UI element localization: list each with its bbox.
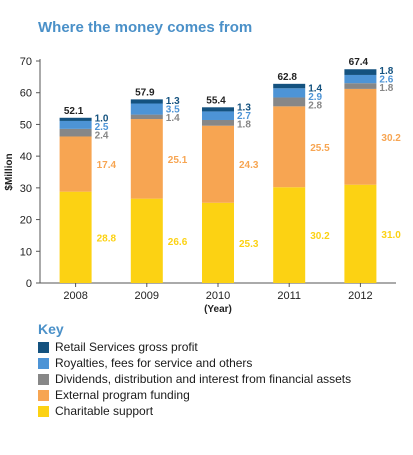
data-label: 2.7 bbox=[237, 111, 251, 122]
data-label: 26.6 bbox=[168, 237, 188, 248]
data-label: 1.0 bbox=[95, 113, 109, 124]
legend-label: Dividends, distribution and interest fro… bbox=[55, 372, 352, 386]
bar-segment bbox=[59, 117, 92, 121]
bar-segment bbox=[344, 69, 377, 75]
legend-entry: Charitable support bbox=[38, 403, 351, 419]
legend-title: Key bbox=[38, 321, 64, 337]
data-label: 2.5 bbox=[95, 122, 109, 133]
bar-segment bbox=[130, 103, 163, 115]
data-label: 24.3 bbox=[239, 160, 259, 171]
legend-entry: External program funding bbox=[38, 387, 351, 403]
y-tick-label: 70 bbox=[20, 56, 32, 68]
legend-label: Charitable support bbox=[55, 404, 154, 418]
total-label: 52.1 bbox=[64, 106, 84, 117]
legend-swatch bbox=[38, 357, 49, 369]
data-label: 25.1 bbox=[168, 155, 188, 166]
bar-segment bbox=[344, 83, 377, 89]
bar-segment bbox=[344, 184, 377, 283]
bar-segment bbox=[59, 191, 92, 283]
data-label: 30.2 bbox=[381, 133, 401, 144]
bar-segment bbox=[130, 99, 163, 104]
legend: Key Retail Services gross profit Royaltie… bbox=[38, 321, 351, 419]
data-label: 1.8 bbox=[379, 83, 393, 94]
legend-swatch bbox=[38, 341, 49, 353]
data-label: 2.9 bbox=[308, 92, 322, 103]
legend-entry: Retail Services gross profit bbox=[38, 339, 351, 355]
legend-swatch bbox=[38, 389, 49, 401]
x-tick-label: 2012 bbox=[348, 290, 372, 302]
data-label: 17.4 bbox=[97, 160, 117, 171]
data-label: 1.8 bbox=[237, 120, 251, 131]
legend-swatch bbox=[38, 405, 49, 417]
bar-segment bbox=[273, 187, 306, 283]
bar-segment bbox=[273, 88, 306, 98]
total-label: 57.9 bbox=[135, 87, 155, 98]
chart-title: Where the money comes from bbox=[38, 19, 253, 36]
data-label: 2.8 bbox=[308, 100, 322, 111]
x-tick-label: 2009 bbox=[135, 290, 159, 302]
legend-label: Retail Services gross profit bbox=[55, 340, 198, 354]
bar-segment bbox=[130, 198, 163, 283]
x-axis-label: (Year) bbox=[204, 304, 232, 315]
total-label: 67.4 bbox=[349, 57, 369, 68]
y-tick-label: 60 bbox=[20, 88, 32, 100]
data-label: 1.4 bbox=[166, 113, 180, 124]
data-label: 30.2 bbox=[310, 231, 330, 242]
bar-segment bbox=[273, 97, 306, 107]
y-tick-label: 20 bbox=[20, 215, 32, 227]
data-label: 3.5 bbox=[166, 105, 180, 116]
y-tick-label: 50 bbox=[20, 119, 32, 131]
bar-segment bbox=[202, 202, 234, 283]
x-tick-label: 2011 bbox=[277, 290, 301, 302]
legend-label: External program funding bbox=[55, 388, 190, 402]
bar-segment bbox=[130, 119, 163, 199]
bar-segment bbox=[344, 74, 377, 84]
stacked-bar-chart: 0 10 20 30 40 50 60 70 $Million 2008 2009 2010 2011 2… bbox=[4, 56, 401, 315]
bar-segment bbox=[344, 88, 377, 185]
data-label: 25.5 bbox=[310, 143, 330, 154]
bar-segment bbox=[59, 120, 92, 129]
x-tick-label: 2010 bbox=[206, 290, 230, 302]
data-label: 31.0 bbox=[381, 230, 401, 241]
bar-segment bbox=[59, 128, 92, 137]
legend-entry: Dividends, distribution and interest fro… bbox=[38, 371, 351, 387]
y-tick-label: 0 bbox=[26, 278, 32, 290]
legend-label: Royalties, fees for service and others bbox=[55, 356, 253, 370]
legend-entry: Royalties, fees for service and others bbox=[38, 355, 351, 371]
legend-entries: Retail Services gross profit Royalties, f… bbox=[38, 339, 351, 419]
y-tick-label: 40 bbox=[20, 151, 32, 163]
data-label: 1.4 bbox=[308, 83, 322, 94]
data-label: 28.8 bbox=[97, 233, 117, 244]
data-label: 1.8 bbox=[379, 66, 393, 77]
bar-segment bbox=[273, 106, 306, 188]
bar-segment bbox=[59, 136, 92, 192]
bar-segment bbox=[202, 111, 234, 120]
y-tick-label: 30 bbox=[20, 183, 32, 195]
data-label: 2.6 bbox=[379, 74, 393, 85]
data-label: 25.3 bbox=[239, 239, 259, 250]
data-label: 2.4 bbox=[95, 130, 109, 141]
total-label: 55.4 bbox=[206, 95, 226, 106]
bar-segment bbox=[273, 83, 306, 89]
total-label: 62.8 bbox=[277, 72, 297, 83]
data-label: 1.3 bbox=[166, 96, 180, 107]
data-label: 1.3 bbox=[237, 103, 251, 114]
x-tick-label: 2008 bbox=[63, 290, 87, 302]
bar-segment bbox=[202, 125, 234, 203]
bar-segment bbox=[130, 114, 163, 120]
legend-swatch bbox=[38, 373, 49, 385]
y-tick-label: 10 bbox=[20, 246, 32, 258]
bar-segment bbox=[202, 107, 234, 112]
y-axis-label: $Million bbox=[4, 153, 15, 190]
bar-segment bbox=[202, 119, 234, 126]
